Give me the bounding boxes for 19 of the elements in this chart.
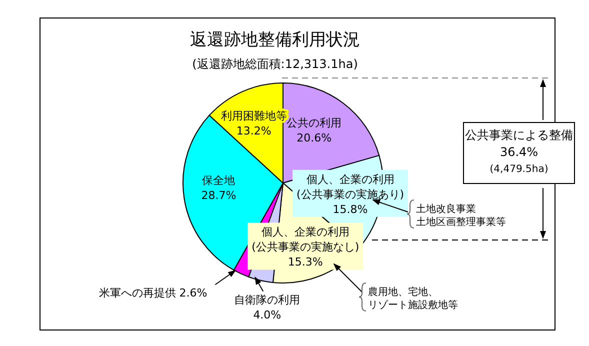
data-label: 28.7%	[201, 188, 236, 202]
slice-label: 個人、企業の利用 (公共事業の実施あり)	[296, 172, 404, 201]
text: 土地改良事業	[416, 203, 476, 216]
text: 農用地、宅地、	[368, 286, 438, 299]
data-label: 20.6%	[296, 132, 332, 145]
data-label: 15.8%	[332, 202, 368, 216]
text: 公共事業による整備 36.4% (4,479.5ha)	[464, 127, 574, 177]
chart-title: 返還跡地整備利用状況	[189, 29, 361, 51]
data-label: 13.2%	[236, 124, 272, 138]
slice-label: 公共の利用	[286, 116, 342, 130]
slice-label: 保全地	[202, 174, 236, 187]
data-label: 4.0%	[253, 308, 282, 322]
slice-label: 自衛隊の利用	[234, 293, 300, 306]
data-label: 15.3%	[288, 256, 323, 269]
text: リゾート施設敷地等	[368, 299, 458, 312]
slice-label: 個人、企業の利用 (公共事業の実施なし)	[252, 226, 360, 254]
slice-label: 米軍への再提供 2.6%	[98, 286, 208, 300]
text: 土地区画整理事業等	[416, 216, 506, 229]
chart-subtitle: (返還跡地総面積:12,313.1ha)	[191, 56, 359, 73]
